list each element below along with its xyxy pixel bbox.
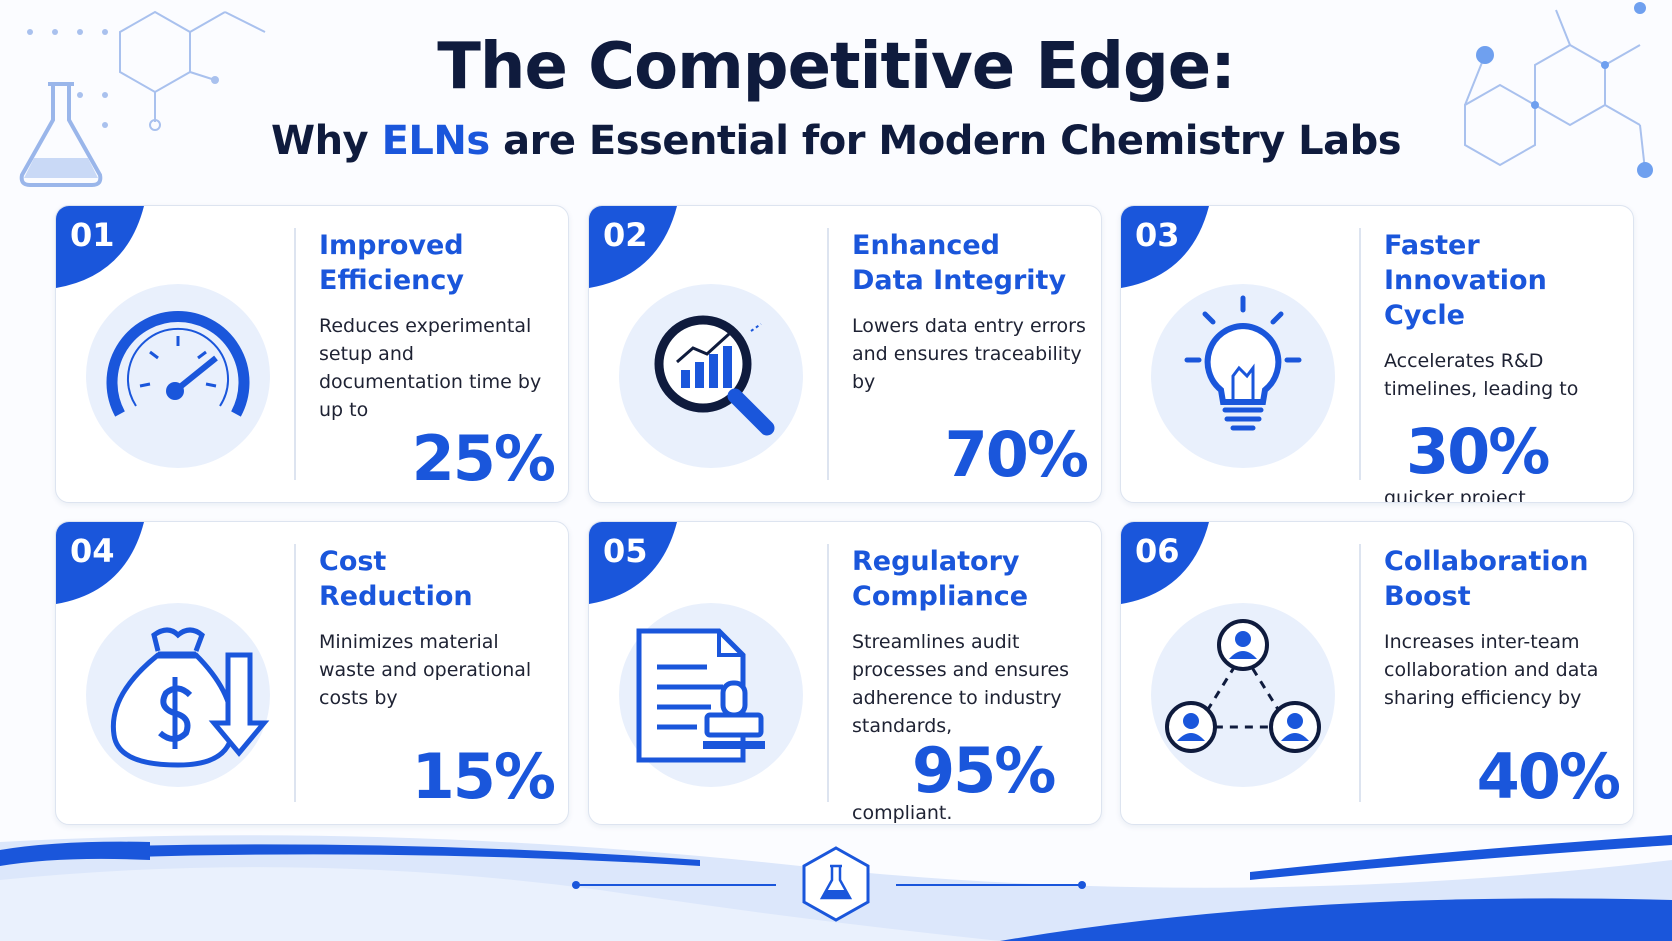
subtitle-text: Why: [270, 118, 369, 164]
card-description: Accelerates R&D timelines, leading to: [1384, 350, 1579, 400]
divider: [827, 228, 829, 480]
card: 06 Collaboration Boost Increases inter-tea…: [1120, 521, 1634, 825]
subtitle: Why ELNs are Essential for Modern Chemis…: [0, 118, 1672, 164]
card-icon: [1151, 284, 1335, 468]
card-title-line: Data Integrity: [852, 265, 1067, 296]
card-title-line: Boost: [1384, 581, 1471, 612]
card-title-line: Regulatory: [852, 546, 1020, 577]
card-title: Regulatory Compliance: [852, 544, 1087, 614]
card-text: Improved Efficiency Reduces experimental s…: [319, 228, 556, 494]
card: 05 Regulatory Compliance Streamlines audit…: [588, 521, 1102, 825]
card-title-line: Compliance: [852, 581, 1029, 612]
card-text: Faster Innovation Cycle Accelerates R&D ti…: [1384, 228, 1619, 502]
molecule-left: [119, 10, 266, 131]
card-stat: 30%: [1406, 415, 1550, 488]
footer-emblem: [572, 846, 1086, 922]
card-suffix: compliant.: [852, 802, 953, 824]
card-text: Cost Reduction Minimizes material waste an…: [319, 544, 556, 813]
card-stat: 15%: [411, 740, 556, 813]
card-stat: 40%: [1476, 740, 1621, 813]
card-suffix: quicker project completion.: [1384, 487, 1526, 503]
card-stat: 70%: [944, 418, 1089, 491]
card-number: 01: [70, 216, 115, 254]
badge: [1121, 522, 1209, 604]
card-text: Collaboration Boost Increases inter-team c…: [1384, 544, 1621, 813]
card-title: Improved Efficiency: [319, 228, 554, 298]
card-title-line: Collaboration: [1384, 546, 1589, 577]
badge: [589, 522, 677, 604]
card-number: 03: [1135, 216, 1180, 254]
divider: [1359, 544, 1361, 802]
divider: [294, 544, 296, 802]
card-icon: [86, 284, 270, 468]
card-title-line: Faster: [1384, 230, 1480, 261]
card-icon: [619, 284, 803, 468]
card-description: Increases inter-team collaboration and d…: [1384, 631, 1599, 709]
card: 03 Faster Innovation Cycle Accelerates R&D…: [1120, 205, 1634, 503]
card-number: 04: [70, 532, 115, 570]
title: The Competitive Edge:: [437, 30, 1236, 104]
card-icon: [1151, 603, 1335, 787]
card-stat: 25%: [411, 422, 556, 495]
card-title-line: Innovation Cycle: [1384, 265, 1547, 331]
subtitle-highlight: ELNs: [381, 118, 491, 164]
dots-left: [27, 29, 219, 128]
badge: [56, 206, 144, 288]
card-number: 02: [603, 216, 648, 254]
card-title-line: Reduction: [319, 581, 473, 612]
badge: [56, 522, 144, 604]
flask-left: [19, 82, 103, 187]
badge: [1121, 206, 1209, 288]
card: 01 Improved Efficiency Reduces experimenta…: [55, 205, 569, 503]
card-title-line: Efficiency: [319, 265, 464, 296]
divider: [294, 228, 296, 480]
card-title: Collaboration Boost: [1384, 544, 1619, 614]
badge: [589, 206, 677, 288]
card-description: Minimizes material waste and operational…: [319, 631, 532, 709]
divider: [1359, 228, 1361, 480]
card-text: Enhanced Data Integrity Lowers data entry …: [852, 228, 1089, 491]
nodes-right: [1476, 2, 1653, 178]
card-title-line: Cost: [319, 546, 387, 577]
card-title: Cost Reduction: [319, 544, 554, 614]
card: 02 Enhanced Data Integrity Lowers data ent…: [588, 205, 1102, 503]
card-title: Faster Innovation Cycle: [1384, 228, 1619, 333]
card-description: Reduces experimental setup and documenta…: [319, 315, 542, 421]
card-text: Regulatory Compliance Streamlines audit pr…: [852, 544, 1087, 824]
card-icon: [86, 603, 270, 787]
card-number: 06: [1135, 532, 1180, 570]
card-stat: 95%: [912, 734, 1056, 807]
card-title-line: Enhanced: [852, 230, 1000, 261]
card: 04 Cost Reduction Minimizes material waste…: [55, 521, 569, 825]
card-icon: [619, 603, 803, 787]
subtitle-text: are Essential for Modern Chemistry Labs: [503, 118, 1402, 164]
card-description: Streamlines audit processes and ensures …: [852, 631, 1070, 737]
card-number: 05: [603, 532, 648, 570]
card-description: Lowers data entry errors and ensures tra…: [852, 315, 1086, 393]
card-title-line: Improved: [319, 230, 464, 261]
card-title: Enhanced Data Integrity: [852, 228, 1087, 298]
divider: [827, 544, 829, 802]
